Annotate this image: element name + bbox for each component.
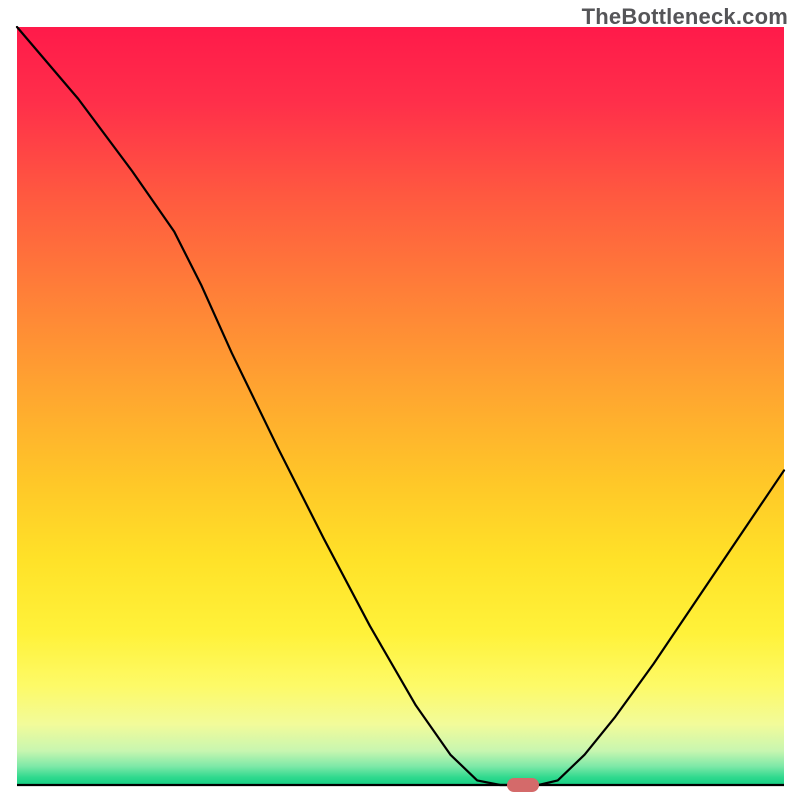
curve-svg	[17, 27, 784, 785]
optimal-point-marker	[507, 778, 539, 792]
chart-container: TheBottleneck.com	[0, 0, 800, 800]
plot-area	[17, 27, 784, 785]
bottleneck-curve	[17, 27, 784, 785]
